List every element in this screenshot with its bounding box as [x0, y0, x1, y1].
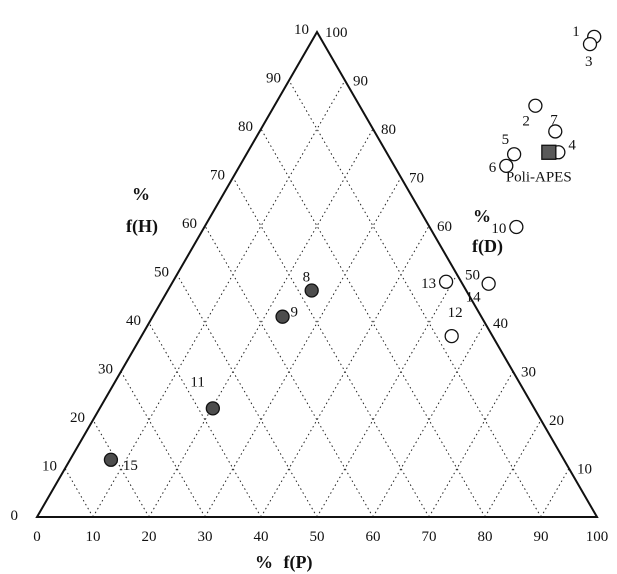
grid-line-b [260, 128, 486, 518]
left-tick-label: 40 [126, 313, 141, 329]
data-point-open [438, 274, 454, 289]
grid-line-a [92, 80, 346, 518]
bottom-tick-label: 100 [586, 529, 609, 545]
data-point-open [481, 276, 496, 291]
data-point-open [548, 124, 563, 139]
bottom-tick-label: 20 [142, 529, 157, 545]
grid-line-b [92, 419, 150, 518]
bottom-tick-label: 90 [534, 529, 549, 545]
point-label: 6 [489, 160, 497, 176]
bottom-axis-title-prefix: % [255, 552, 273, 572]
left-tick-label: 0 [11, 508, 19, 524]
point-label: 13 [421, 276, 436, 292]
point-label: 10 [491, 221, 506, 237]
grid-line-b [176, 274, 318, 518]
data-point-filled [304, 283, 319, 298]
point-label: 11 [190, 374, 204, 390]
grid-line-b [64, 468, 94, 518]
point-label: 7 [550, 112, 558, 128]
right-tick-label: 30 [521, 365, 536, 381]
grid-line-b [148, 322, 262, 518]
grid-lines [64, 80, 570, 518]
point-label: 4 [568, 137, 576, 153]
data-point-open [528, 98, 543, 113]
left-tick-label: 80 [238, 119, 253, 135]
tick-labels: 0 10 20 30 40 50 60 70 80 90 100 0 10 20 30 40 50 60 70 80 9… [11, 22, 609, 545]
triangle-frame [35, 29, 599, 518]
data-point-open [582, 36, 598, 52]
point-label: Poli-APES [506, 169, 572, 185]
bottom-tick-label: 10 [86, 529, 101, 545]
data-point-open [506, 147, 522, 162]
left-axis-title-var: f(H) [126, 216, 158, 237]
bottom-tick-label: 60 [366, 529, 381, 545]
point-label: 15 [123, 458, 138, 474]
data-point-square [541, 144, 557, 160]
right-tick-label: 60 [437, 219, 452, 235]
point-label: 8 [303, 270, 311, 286]
right-tick-label: 20 [549, 413, 564, 429]
grid-line-a [148, 128, 374, 518]
left-tick-label: 30 [98, 362, 113, 378]
grid-line-a [540, 468, 570, 518]
bottom-axis-title: % f(P) [255, 552, 312, 573]
grid-line-a [372, 322, 486, 518]
data-point-open [444, 328, 459, 344]
right-tick-label: 70 [409, 171, 424, 187]
bottom-tick-label: 40 [254, 529, 269, 545]
bottom-tick-label: 0 [33, 529, 41, 545]
grid-line-a [428, 371, 514, 518]
bottom-tick-label: 50 [310, 529, 325, 545]
left-tick-label: 50 [154, 265, 169, 281]
data-point-open [499, 158, 514, 174]
bottom-axis-title-var: f(P) [284, 552, 313, 573]
point-label: 1 [572, 24, 580, 40]
right-tick-label: 40 [493, 316, 508, 332]
data-point-filled [103, 452, 119, 467]
grid-line-b [288, 80, 542, 518]
grid-line-a [204, 177, 402, 518]
left-tick-label: 10 [42, 459, 57, 475]
left-tick-label: 10 [294, 22, 309, 38]
left-tick-label: 70 [210, 168, 225, 184]
point-label: 2 [522, 114, 530, 130]
grid-line-b [204, 225, 374, 518]
right-tick-label: 100 [325, 25, 348, 41]
right-tick-label: 50 [465, 268, 480, 284]
right-axis-title-prefix: % [473, 206, 491, 226]
right-tick-label: 90 [353, 74, 368, 90]
right-tick-label: 10 [577, 462, 592, 478]
point-label: 3 [585, 54, 593, 70]
data-point-filled [205, 401, 220, 416]
bottom-tick-label: 30 [198, 529, 213, 545]
grid-line-a [484, 419, 542, 518]
bottom-tick-label: 80 [478, 529, 493, 545]
left-tick-label: 60 [182, 216, 197, 232]
right-axis-title-var: f(D) [472, 236, 503, 257]
point-label: 14 [466, 290, 482, 306]
point-label: 12 [448, 305, 463, 321]
grid-line-b [232, 177, 430, 518]
left-tick-label: 90 [266, 71, 281, 87]
grid-line-b [120, 371, 206, 518]
point-label: 5 [502, 132, 510, 148]
grid-line-a [316, 274, 458, 518]
data-point-filled [275, 309, 290, 324]
bottom-tick-label: 70 [422, 529, 437, 545]
left-tick-label: 20 [70, 410, 85, 426]
point-label: 9 [291, 305, 299, 321]
left-axis-title-prefix: % [132, 184, 150, 204]
data-point-open [509, 219, 524, 235]
right-tick-label: 80 [381, 122, 396, 138]
